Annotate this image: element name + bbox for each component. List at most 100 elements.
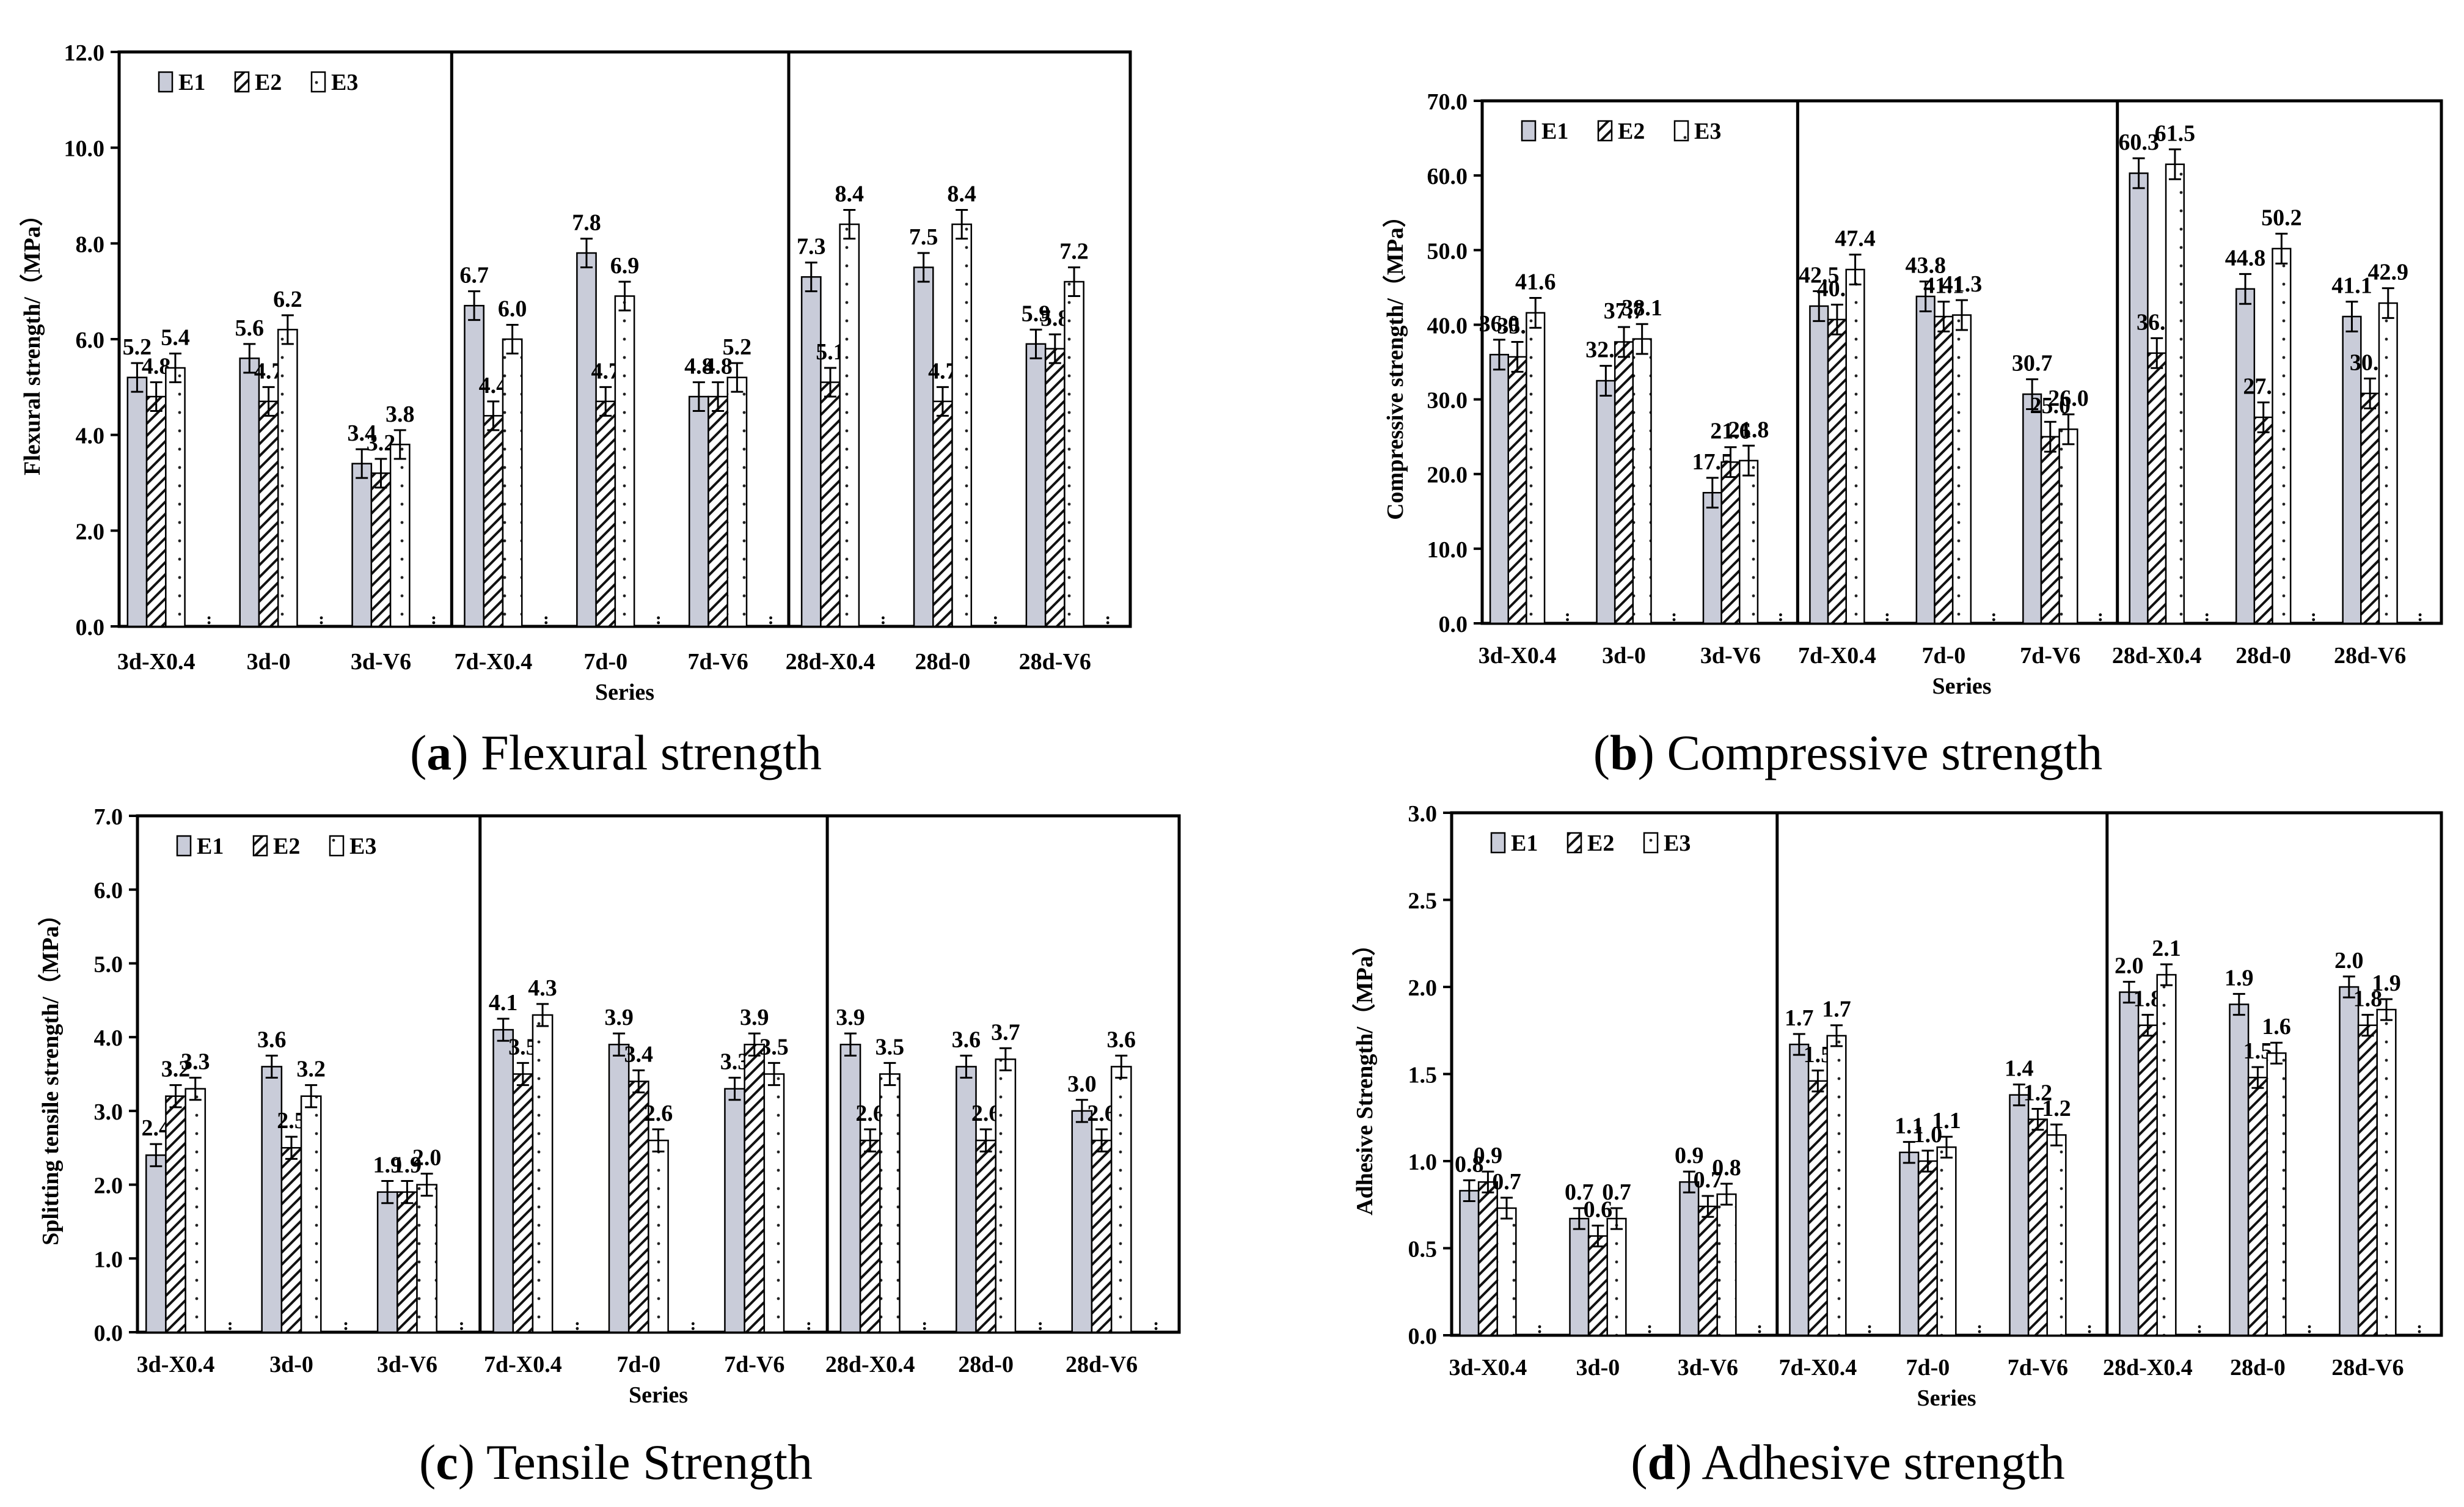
bar-e3 (2378, 302, 2398, 625)
baseline-marker (576, 1322, 579, 1326)
bar-e1 (2229, 1003, 2250, 1336)
data-label: 1.1 (1895, 1113, 1924, 1139)
caption-letter: c (436, 1434, 458, 1490)
legend-label-e3: E3 (331, 70, 358, 95)
baseline-marker (2205, 618, 2209, 622)
data-label: 4.8 (703, 354, 733, 380)
data-label: 1.8 (2353, 986, 2383, 1012)
baseline-marker (1992, 618, 1995, 622)
y-tick-label: 0.0 (1439, 612, 1468, 637)
data-label: 3.9 (604, 1005, 634, 1030)
legend-swatch-e1 (176, 835, 192, 857)
legend-label-e1: E1 (197, 834, 224, 859)
bar-e2 (2137, 1024, 2158, 1336)
baseline-marker (2099, 618, 2102, 622)
x-axis-label: Series (595, 680, 654, 705)
y-tick-label: 1.5 (1408, 1063, 1438, 1088)
caption-c: (c) Tensile Strength (419, 1434, 813, 1490)
baseline-marker (1106, 621, 1110, 625)
baseline-marker (320, 621, 323, 625)
bar-e3 (1632, 338, 1652, 625)
y-tick-label: 10.0 (1427, 537, 1468, 563)
legend-label-e1: E1 (1541, 119, 1568, 144)
x-tick-label: 3d-0 (269, 1352, 313, 1377)
caption-letter: d (1647, 1434, 1676, 1490)
bar-e1 (1899, 1151, 1920, 1336)
data-label: 2.6 (644, 1101, 673, 1126)
data-label: 0.7 (1565, 1179, 1594, 1205)
bar-e3 (726, 376, 748, 628)
bar-e1 (1789, 1043, 1810, 1336)
data-label: 4.1 (489, 990, 518, 1016)
bar-e3 (532, 1014, 554, 1333)
x-tick-label: 7d-V6 (724, 1352, 784, 1377)
data-label: 3.7 (991, 1019, 1020, 1045)
x-tick-label: 7d-X0.4 (1779, 1355, 1857, 1380)
baseline-marker (1154, 1322, 1158, 1326)
baseline-marker (1672, 613, 1676, 617)
bar-e1 (126, 376, 148, 628)
data-label: 7.2 (1059, 239, 1089, 265)
x-tick-label: 7d-0 (1921, 643, 1965, 669)
y-tick-label: 40.0 (1427, 313, 1468, 339)
bar-e3 (1951, 314, 1972, 625)
data-label: 41.1 (2331, 273, 2372, 299)
data-label: 3.0 (1067, 1071, 1097, 1097)
bar-e1 (608, 1043, 630, 1333)
x-tick-label: 28d-V6 (1019, 649, 1091, 675)
data-label: 36.0 (1479, 311, 1520, 337)
bar-e2 (2040, 436, 2060, 625)
y-tick-label: 60.0 (1427, 164, 1468, 189)
chart-panel-adhesive: 0.0 0.5 1.0 1.5 2.0 2.5 3.0 Adhesive Strength/（… (1232, 794, 2464, 1507)
chart-compressive: 0.0 10.0 20.0 30.0 40.0 50.0 60.0 70.0 Compressi… (1383, 89, 2443, 699)
y-tick-label: 3.0 (94, 1099, 123, 1125)
bar-e2 (165, 1095, 186, 1333)
bar-e1 (492, 1028, 514, 1333)
data-label: 1.2 (2042, 1096, 2071, 1121)
bar-e2 (932, 400, 953, 628)
baseline-marker (2312, 613, 2316, 617)
baseline-marker (2099, 613, 2102, 617)
data-label: 41.1 (1923, 273, 1964, 299)
bar-e3 (389, 444, 411, 628)
baseline-marker (544, 621, 548, 625)
bar-e2 (2357, 1024, 2378, 1336)
x-tick-label: 3d-V6 (351, 649, 411, 675)
data-label: 8.4 (947, 182, 976, 207)
data-label: 3.6 (952, 1027, 981, 1052)
bar-e3 (879, 1073, 901, 1333)
bar-e2 (258, 400, 279, 628)
data-label: 38.1 (1621, 295, 1662, 321)
x-tick-label: 28d-0 (958, 1352, 1014, 1377)
chart-panel-flexural: 0.0 2.0 4.0 6.0 8.0 10.0 12.0 Flexural strength… (0, 0, 1232, 794)
bar-e3 (277, 329, 298, 628)
baseline-marker (657, 621, 660, 625)
baseline-marker (1992, 613, 1995, 617)
x-tick-label: 3d-X0.4 (1479, 643, 1557, 669)
bar-e2 (280, 1146, 302, 1333)
data-label: 61.5 (2155, 120, 2196, 146)
baseline-marker (2418, 613, 2422, 617)
bar-e2 (370, 472, 392, 628)
x-tick-label: 7d-V6 (2008, 1355, 2068, 1380)
baseline-marker (2308, 1325, 2311, 1329)
data-label: 7.8 (572, 210, 601, 236)
y-tick-label: 0.5 (1408, 1237, 1438, 1263)
baseline-marker (882, 621, 885, 625)
bar-e3 (995, 1058, 1017, 1333)
x-tick-label: 7d-V6 (688, 649, 748, 675)
data-label: 3.9 (836, 1005, 865, 1030)
data-label: 5.9 (1022, 301, 1051, 326)
bar-e2 (2147, 352, 2167, 625)
data-label: 2.1 (2152, 936, 2181, 961)
baseline-marker (2418, 1325, 2421, 1329)
baseline-marker (2205, 613, 2209, 617)
bar-e2 (1044, 348, 1066, 628)
legend-label-e2: E2 (273, 834, 300, 859)
data-label: 5.2 (123, 334, 152, 360)
baseline-marker (2198, 1325, 2201, 1329)
legend-label-e2: E2 (255, 70, 282, 95)
y-tick-label: 30.0 (1427, 388, 1468, 414)
legend-swatch-e1 (1490, 832, 1506, 854)
y-tick-label: 6.0 (76, 328, 105, 353)
